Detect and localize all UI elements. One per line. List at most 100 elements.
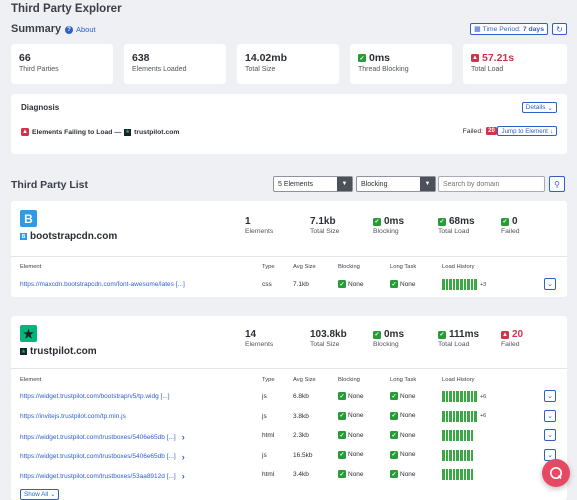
long-task-value: None <box>400 392 416 400</box>
check-icon: ✓ <box>390 280 398 288</box>
time-period-button[interactable]: ▦ Time Period: 7 days <box>470 23 548 35</box>
chevron-down-icon: ⌄ <box>547 281 553 288</box>
sort-select[interactable]: Blocking ▼ <box>356 176 436 192</box>
check-icon: ✓ <box>438 217 446 226</box>
show-all-button[interactable]: Show All ⌄ <box>20 489 60 500</box>
elements-count-select[interactable]: 5 Elements ▼ <box>273 176 353 192</box>
long-task-status: ✓ None <box>390 392 416 400</box>
load-history-bar <box>474 391 477 402</box>
column-header-avg-size: Avg Size <box>293 377 316 383</box>
third-party-card: ★ ★ trustpilot.com 14 Elements 103.8kb T… <box>11 316 567 500</box>
column-header-long-task: Long Task <box>390 377 417 383</box>
load-history-bar <box>452 430 456 441</box>
blocking-value: None <box>348 431 364 439</box>
element-link[interactable]: https://widget.trustpilot.com/bootstrap/… <box>20 393 170 400</box>
check-icon: ✓ <box>358 54 366 62</box>
element-size: 3.4kb <box>293 471 309 478</box>
load-history-bar <box>445 430 449 441</box>
search-icon: ⚲ <box>554 179 560 189</box>
long-task-value: None <box>400 451 416 458</box>
load-history-bar <box>459 410 463 422</box>
table-row: https://widget.trustpilot.com/trustboxes… <box>11 465 567 485</box>
metric-label: Failed <box>501 228 520 235</box>
diagnosis-domain: trustpilot.com <box>134 128 180 136</box>
third-party-list-title: Third Party List <box>11 179 89 191</box>
expand-row-button[interactable]: ⌄ <box>544 409 556 422</box>
expand-row-button[interactable]: ⌄ <box>544 278 556 290</box>
metric-value: 14 <box>245 329 257 340</box>
blocking-status: ✓ None <box>338 392 364 400</box>
check-icon: ✓ <box>438 330 446 339</box>
metric-total-size: 103.8kb Total Size <box>310 329 347 348</box>
load-history-bar <box>463 391 467 402</box>
load-history-bar <box>456 410 459 422</box>
show-all-label: Show All <box>24 491 49 498</box>
elements-count-value: 5 Elements <box>278 180 314 188</box>
help-icon: ? <box>65 25 73 34</box>
load-history-bar <box>463 279 467 290</box>
stat-thread-blocking: ✓ 0ms Thread Blocking <box>350 44 452 84</box>
long-task-value: None <box>400 280 416 288</box>
stat-value: 0ms <box>369 52 391 64</box>
diagnosis-panel: Diagnosis Details ⌄ ▲ Elements Failing t… <box>11 94 567 154</box>
load-history <box>442 430 474 441</box>
blocking-value: None <box>348 412 364 419</box>
column-header-blocking: Blocking <box>338 264 360 270</box>
long-task-value: None <box>400 470 416 478</box>
chevron-down-icon: ⌄ <box>547 104 553 112</box>
stat-label: Total Size <box>245 66 276 73</box>
metric-label: Total Size <box>310 341 340 348</box>
load-history-bar <box>470 279 474 290</box>
check-icon: ✓ <box>390 470 398 478</box>
load-history-bar <box>456 449 459 461</box>
blocking-status: ✓ None <box>338 431 364 439</box>
column-header-element: Element <box>20 264 42 270</box>
long-task-status: ✓ None <box>390 280 416 288</box>
about-link[interactable]: ? About <box>65 25 96 34</box>
arrow-down-icon: ↓ <box>549 127 553 135</box>
expand-row-button[interactable]: ⌄ <box>544 429 556 441</box>
load-history-bar <box>442 391 445 402</box>
long-task-value: None <box>400 431 416 439</box>
load-history-bar <box>445 391 449 402</box>
load-history-bar <box>449 410 452 422</box>
caret-down-icon: ▼ <box>420 177 435 191</box>
load-history-bar <box>452 469 456 480</box>
load-history-bar <box>467 410 470 422</box>
element-link[interactable]: https://widget.trustpilot.com/trustboxes… <box>20 471 185 481</box>
stat-label: Thread Blocking <box>358 66 409 73</box>
load-history-bar <box>449 391 452 402</box>
diagnosis-text: Elements Failing to Load — <box>32 128 122 136</box>
search-button[interactable]: ⚲ <box>549 176 565 192</box>
details-button[interactable]: Details ⌄ <box>521 102 557 113</box>
load-history-bar <box>442 430 445 441</box>
domain-search-input[interactable] <box>438 176 545 192</box>
load-history-bar <box>470 410 474 422</box>
metric-label: Elements <box>245 341 274 348</box>
element-link[interactable]: https://widget.trustpilot.com/trustboxes… <box>20 432 185 442</box>
refresh-button[interactable]: ↻ <box>552 23 567 35</box>
jump-to-element-button[interactable]: Jump to Element ↓ <box>497 126 557 136</box>
column-header-load-history: Load History <box>442 264 475 270</box>
metric-total-load: ✓ 111ms Total Load <box>438 329 479 348</box>
load-history <box>442 449 474 461</box>
element-url: https://invitejs.trustpilot.com/tp.min.j… <box>20 412 126 420</box>
stat-elements-loaded: 638 Elements Loaded <box>124 44 226 84</box>
expand-row-button[interactable]: ⌄ <box>544 390 556 402</box>
element-link[interactable]: https://invitejs.trustpilot.com/tp.min.j… <box>20 413 126 420</box>
long-task-status: ✓ None <box>390 450 416 459</box>
metric-blocking: ✓ 0ms Blocking <box>373 329 404 348</box>
load-history-bar <box>470 449 474 461</box>
element-link[interactable]: https://maxcdn.bootstrapcdn.com/font-awe… <box>20 281 185 288</box>
summary-title: Summary <box>11 23 62 35</box>
long-task-status: ✓ None <box>390 431 416 439</box>
column-header-type: Type <box>262 264 275 270</box>
metric-label: Failed <box>501 341 520 348</box>
stat-third-parties: 66 Third Parties <box>11 44 113 84</box>
element-link[interactable]: https://widget.trustpilot.com/trustboxes… <box>20 452 185 462</box>
help-chat-button[interactable] <box>542 459 570 487</box>
trustpilot-favicon-icon: ★ <box>20 348 27 355</box>
diagnosis-message: ▲ Elements Failing to Load — ★ trustpilo… <box>21 128 179 136</box>
long-task-value: None <box>400 412 416 419</box>
calendar-icon: ▦ <box>474 26 481 33</box>
